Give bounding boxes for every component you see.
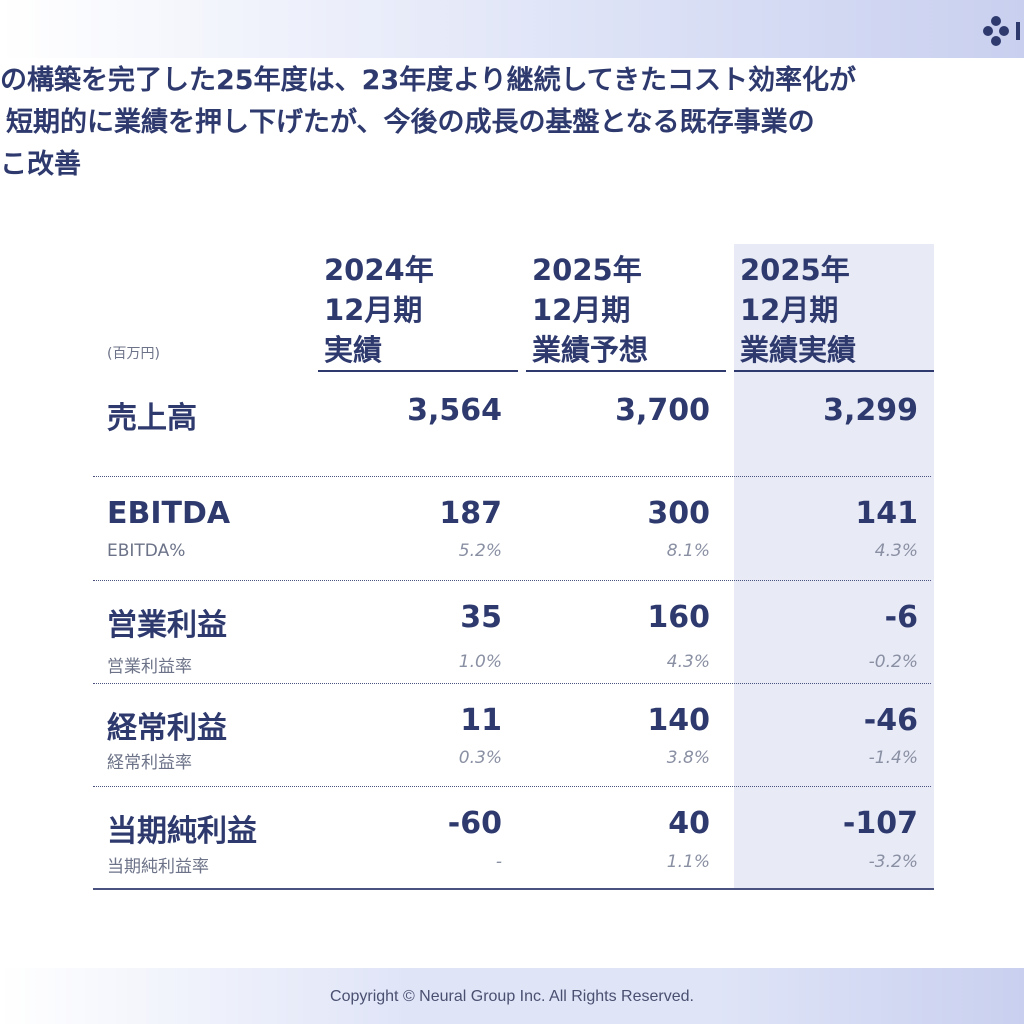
table-cell-value: 3,564	[407, 393, 502, 428]
headline-line-1: の構築を完了した25年度は、23年度より継続してきたコスト効率化が	[0, 65, 856, 96]
headline: の構築を完了した25年度は、23年度より継続してきたコスト効率化が 短期的に業績…	[0, 60, 1024, 190]
table-cell-value: 40	[668, 806, 710, 841]
table-cell-percent: 4.3%	[874, 541, 918, 561]
table-cell-value: 300	[647, 496, 710, 531]
table-cell-percent: -3.2%	[868, 852, 918, 872]
table-cell-value: 11	[460, 703, 502, 738]
column-header-line: 実績	[324, 333, 383, 367]
table-cell-value: 187	[439, 496, 502, 531]
table-cell-value: 3,700	[615, 393, 710, 428]
column-header-2024-actual: 2024年 12月期 実績	[318, 250, 518, 370]
table-cell-percent: 1.0%	[458, 652, 502, 672]
row-sublabel-operating-margin: 営業利益率	[107, 657, 192, 677]
copyright-text: Copyright © Neural Group Inc. All Rights…	[330, 988, 694, 1005]
column-header-line: 2024年	[324, 253, 434, 287]
table-bottom-rule	[93, 888, 934, 890]
column-header-2025-actual: 2025年 12月期 業績実績	[734, 250, 934, 370]
headline-line-3: こ改善	[0, 149, 81, 180]
row-divider	[93, 786, 931, 787]
table-cell-value: 3,299	[823, 393, 918, 428]
headline-line-2: 短期的に業績を押し下げたが、今後の成長の基盤となる既存事業の	[6, 107, 815, 138]
column-header-line: 2025年	[740, 253, 850, 287]
column-header-line: 2025年	[532, 253, 642, 287]
table-cell-value: 160	[647, 600, 710, 635]
row-label-operating-profit: 営業利益	[107, 608, 227, 643]
column-header-rule	[318, 370, 518, 372]
table-cell-percent: -	[495, 852, 502, 872]
table-cell-percent: 4.3%	[666, 652, 710, 672]
column-header-rule	[526, 370, 726, 372]
table-cell-percent: 8.1%	[666, 541, 710, 561]
row-label-net-income: 当期純利益	[107, 814, 257, 849]
column-header-line: 12月期	[740, 293, 839, 327]
table-cell-value: 140	[647, 703, 710, 738]
table-cell-value: -46	[863, 703, 918, 738]
table-cell-percent: 1.1%	[666, 852, 710, 872]
table-cell-value: 35	[460, 600, 502, 635]
row-label-sales: 売上高	[107, 401, 197, 436]
column-header-rule	[734, 370, 934, 372]
footer-band	[0, 968, 1024, 1024]
column-header-2025-forecast: 2025年 12月期 業績予想	[526, 250, 726, 370]
row-label-ordinary-profit: 経常利益	[107, 711, 227, 746]
row-label-ebitda: EBITDA	[107, 496, 231, 531]
actual-column-highlight	[734, 244, 934, 888]
unit-label: (百万円)	[107, 346, 160, 362]
row-divider	[93, 476, 931, 477]
row-divider	[93, 683, 931, 684]
table-cell-value: -6	[884, 600, 918, 635]
dots-cluster-icon	[983, 16, 1020, 46]
table-cell-percent: 5.2%	[458, 541, 502, 561]
table-cell-percent: -1.4%	[868, 748, 918, 768]
table-cell-value: -107	[842, 806, 918, 841]
column-header-line: 12月期	[324, 293, 423, 327]
table-cell-percent: 0.3%	[458, 748, 502, 768]
row-divider	[93, 580, 931, 581]
column-header-line: 業績実績	[740, 333, 857, 367]
row-sublabel-net-margin: 当期純利益率	[107, 857, 209, 877]
table-cell-percent: 3.8%	[666, 748, 710, 768]
row-sublabel-ebitda-margin: EBITDA%	[107, 541, 186, 561]
table-cell-value: 141	[855, 496, 918, 531]
column-header-line: 業績予想	[532, 333, 649, 367]
header-band	[0, 0, 1024, 58]
row-sublabel-ordinary-margin: 経常利益率	[107, 753, 192, 773]
column-header-line: 12月期	[532, 293, 631, 327]
table-cell-percent: -0.2%	[868, 652, 918, 672]
table-cell-value: -60	[447, 806, 502, 841]
